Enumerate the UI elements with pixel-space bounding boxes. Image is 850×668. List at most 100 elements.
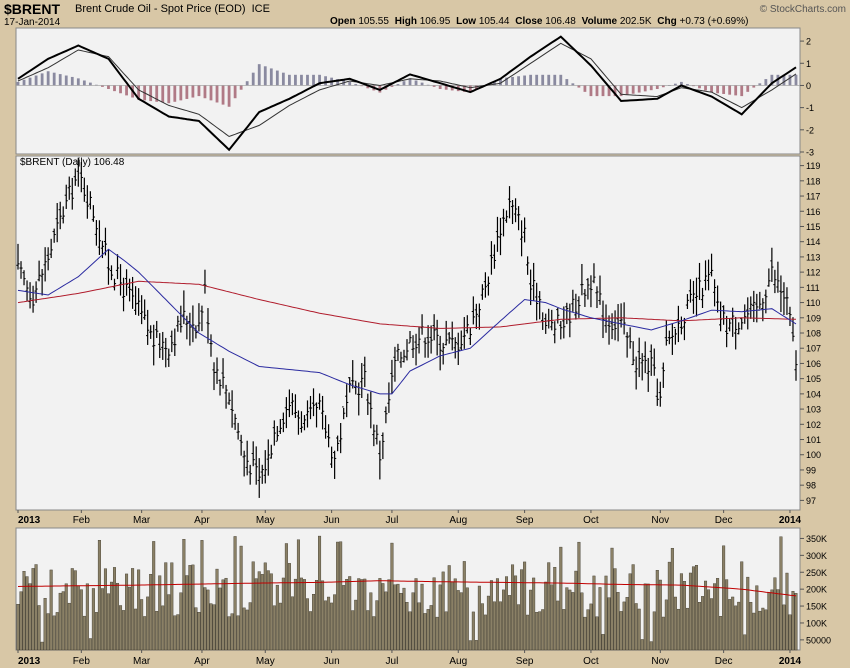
macd-histogram-bar — [366, 85, 370, 89]
volume-ytick-label: 200K — [806, 585, 827, 595]
volume-bar — [106, 593, 110, 651]
price-group — [16, 157, 798, 498]
volume-bar — [710, 598, 714, 651]
volume-bar — [538, 611, 542, 651]
volume-bar — [360, 579, 364, 651]
macd-histogram-bar — [408, 78, 412, 86]
macd-histogram-bar — [535, 74, 539, 86]
volume-bar — [788, 614, 792, 651]
macd-histogram-bar — [698, 85, 701, 89]
volume-bar — [146, 596, 150, 651]
volume-bar — [134, 608, 138, 651]
volume-bar — [227, 616, 231, 651]
volume-bar — [613, 568, 617, 651]
macd-histogram-bar — [119, 85, 122, 94]
macd-histogram-bar — [16, 81, 20, 86]
volume-bar — [16, 603, 20, 651]
volume-bar — [278, 602, 282, 651]
macd-histogram-bar — [595, 85, 599, 97]
volume-bar — [284, 543, 288, 651]
volume-bar — [263, 562, 267, 651]
volume-bar — [701, 596, 705, 651]
macd-histogram-bar — [402, 81, 406, 86]
macd-histogram-bar — [758, 83, 762, 86]
macd-histogram-bar — [794, 74, 798, 86]
macd-histogram-bar — [559, 74, 563, 86]
volume-bar — [456, 590, 460, 651]
volume-bar — [167, 594, 171, 651]
volume-bar — [508, 595, 512, 651]
chg-value: +0.73 (+0.69%) — [679, 16, 749, 27]
macd-histogram-bar — [661, 85, 665, 88]
price-ytick-label: 101 — [806, 435, 821, 445]
volume-bar — [505, 576, 509, 651]
volume-bar — [182, 539, 186, 651]
chg-label: Chg — [657, 16, 677, 27]
price-ytick-label: 118 — [806, 176, 820, 186]
volume-bar — [423, 613, 427, 651]
macd-histogram-bar — [716, 85, 719, 94]
volume-bar — [191, 564, 195, 651]
volume-bar — [345, 579, 349, 651]
volume-bar — [393, 584, 397, 651]
volume-bar — [85, 583, 89, 651]
volume-bar — [622, 601, 626, 651]
volume-bar — [517, 604, 521, 651]
macd-histogram-bar — [565, 79, 569, 86]
volume-bar — [94, 612, 98, 651]
volume-bar — [354, 599, 358, 651]
volume-bar — [327, 596, 331, 651]
macd-histogram-bar — [432, 85, 436, 87]
volume-bar — [637, 608, 641, 651]
volume-value: 202.5K — [619, 16, 652, 27]
volume-bar — [381, 583, 385, 651]
volume-bar — [155, 611, 159, 651]
volume-bar — [514, 575, 518, 651]
volume-bar — [679, 573, 683, 651]
xtick-label: 2014 — [779, 515, 802, 526]
volume-bar — [664, 599, 668, 651]
volume-bar — [242, 607, 246, 651]
volume-bar — [417, 602, 421, 651]
volume-bar — [321, 580, 325, 651]
volume-bar — [91, 588, 95, 651]
macd-ytick-label: 2 — [806, 37, 811, 47]
macd-histogram-bar — [281, 72, 285, 86]
volume-bar — [646, 583, 650, 651]
volume-bar — [97, 540, 101, 651]
volume-bar — [152, 541, 156, 651]
price-ytick-label: 97 — [806, 496, 816, 506]
volume-bar — [324, 600, 328, 651]
volume-bar — [330, 602, 334, 651]
macd-histogram-bar — [541, 74, 545, 86]
macd-ytick-label: -1 — [806, 103, 814, 113]
volume-bar — [574, 570, 578, 651]
volume-bar — [37, 605, 41, 651]
macd-histogram-bar — [462, 85, 466, 92]
ma50-line — [17, 248, 797, 395]
macd-histogram-bar — [155, 85, 159, 102]
volume-bar — [143, 616, 147, 651]
price-ytick-label: 110 — [806, 298, 820, 308]
volume-bar — [640, 639, 644, 651]
volume-bar — [342, 585, 346, 651]
macd-histogram-bar — [764, 79, 768, 86]
macd-histogram-bar — [414, 80, 418, 86]
volume-bar — [755, 585, 759, 651]
macd-histogram-bar — [101, 85, 104, 87]
price-ytick-label: 107 — [806, 344, 821, 354]
volume-bar — [719, 616, 723, 651]
volume-bar — [372, 616, 376, 651]
macd-histogram-bar — [46, 71, 50, 86]
macd-histogram-bar — [354, 84, 358, 86]
volume-bar — [776, 589, 780, 651]
price-ytick-label: 108 — [806, 329, 821, 339]
volume-bar — [465, 587, 469, 651]
watermark: © StockCharts.com — [759, 4, 846, 15]
volume-bar — [725, 579, 729, 651]
volume-bar — [565, 587, 569, 651]
volume-bar — [532, 577, 536, 651]
volume-bar — [559, 546, 563, 651]
volume-bar — [462, 561, 466, 651]
